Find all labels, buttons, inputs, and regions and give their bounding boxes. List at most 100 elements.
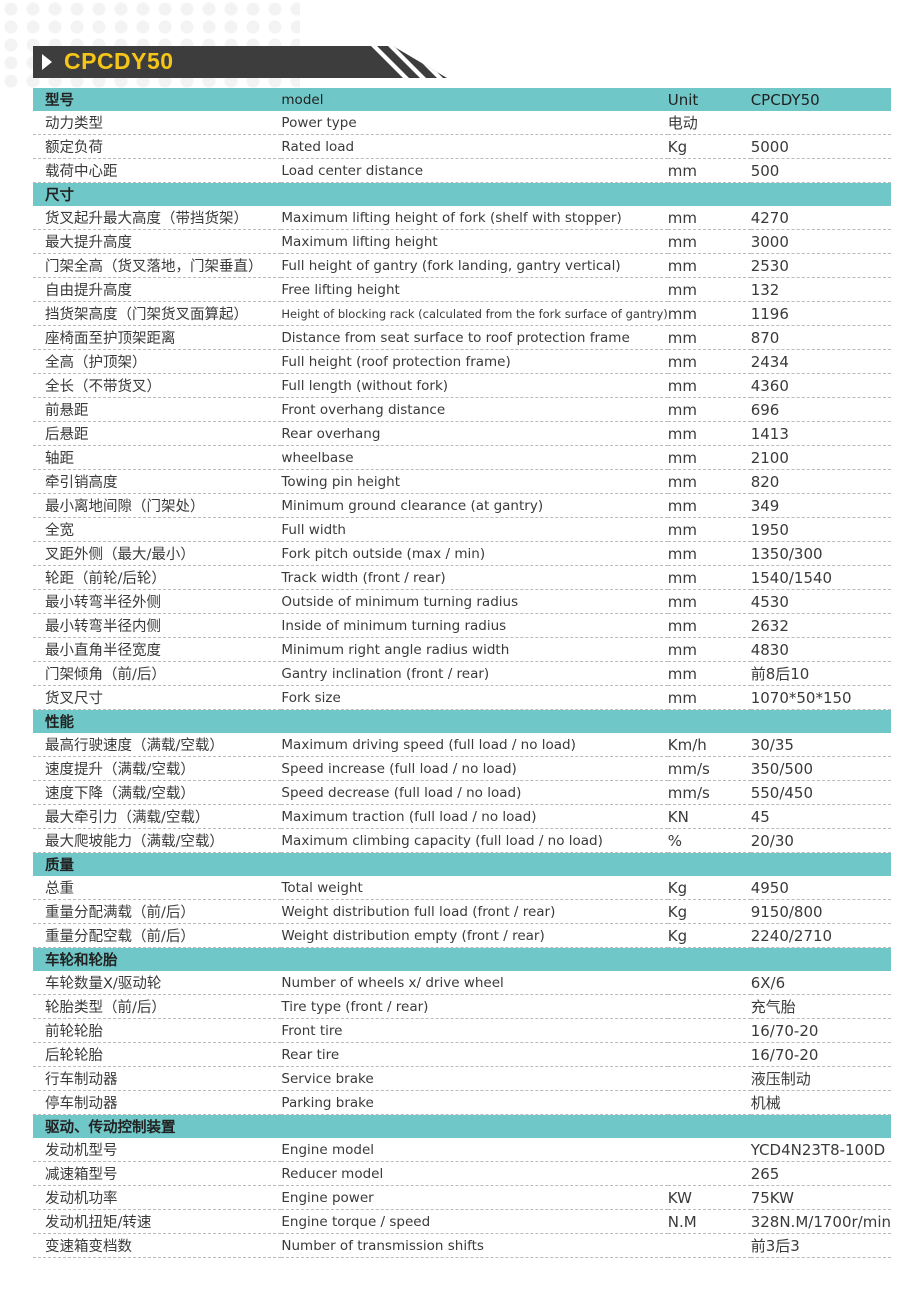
label-en: Parking brake (281, 1090, 668, 1115)
label-cn: 发动机扭矩/转速 (33, 1209, 282, 1234)
value: 350/500 (750, 756, 891, 781)
value: 4270 (750, 206, 891, 230)
label-en: Reducer model (281, 1161, 668, 1186)
label-cn: 最大爬坡能力（满载/空载） (33, 828, 282, 853)
value: 1070*50*150 (750, 685, 891, 710)
value: 870 (750, 325, 891, 350)
table-row: 货叉尺寸 Fork size mm 1070*50*150 (33, 685, 891, 710)
unit: mm (667, 253, 751, 278)
value: 20/30 (750, 828, 891, 853)
table-row: 货叉起升最大高度（带挡货架） Maximum lifting height of … (33, 206, 891, 230)
value: CPCDY50 (750, 88, 891, 111)
table-row: 停车制动器 Parking brake 机械 (33, 1090, 891, 1115)
label-en: Speed increase (full load / no load) (281, 756, 668, 781)
unit: mm (667, 661, 751, 686)
table-row: 轴距 wheelbase mm 2100 (33, 445, 891, 470)
label-en: Front overhang distance (281, 397, 668, 422)
unit: % (667, 828, 751, 853)
label-cn: 全高（护顶架） (33, 349, 282, 374)
label-en: Fork size (281, 685, 668, 710)
value: 4360 (750, 373, 891, 398)
table-row: 座椅面至护顶架距离 Distance from seat surface to r… (33, 325, 891, 350)
unit: mm (667, 445, 751, 470)
label-cn: 挡货架高度（门架货叉面算起） (33, 301, 282, 326)
table-row: 自由提升高度 Free lifting height mm 132 (33, 277, 891, 302)
label-cn: 货叉起升最大高度（带挡货架） (33, 206, 282, 230)
value: 550/450 (750, 780, 891, 805)
table-row: 门架倾角（前/后） Gantry inclination (front / rea… (33, 661, 891, 686)
value: 45 (750, 804, 891, 829)
value: 75KW (750, 1185, 891, 1210)
label-en: Full width (281, 517, 668, 542)
label-en: wheelbase (281, 445, 668, 470)
label-cn: 减速箱型号 (33, 1161, 282, 1186)
value: 2240/2710 (750, 923, 891, 948)
label-en: Free lifting height (281, 277, 668, 302)
unit (667, 709, 751, 733)
label-en: Fork pitch outside (max / min) (281, 541, 668, 566)
unit: mm (667, 685, 751, 710)
label-cn: 载荷中心距 (33, 158, 282, 183)
value: 2632 (750, 613, 891, 638)
value: 30/35 (750, 733, 891, 757)
value: 2100 (750, 445, 891, 470)
value: 696 (750, 397, 891, 422)
unit: Kg (667, 923, 751, 948)
value: 500 (750, 158, 891, 183)
unit: mm (667, 325, 751, 350)
label-en: Rear tire (281, 1042, 668, 1067)
label-cn: 重量分配空载（前/后） (33, 923, 282, 948)
title-banner: CPCDY50 (33, 46, 447, 78)
label-cn: 动力类型 (33, 111, 282, 135)
label-cn: 发动机型号 (33, 1138, 282, 1162)
label-cn: 最小转弯半径外侧 (33, 589, 282, 614)
unit: mm (667, 565, 751, 590)
label-cn: 驱动、传动控制装置 (33, 1114, 282, 1138)
label-cn: 速度下降（满载/空载） (33, 780, 282, 805)
value: 820 (750, 469, 891, 494)
label-en: Power type (281, 111, 668, 135)
label-en (281, 709, 668, 733)
unit (667, 947, 751, 971)
label-cn: 行车制动器 (33, 1066, 282, 1091)
label-cn: 质量 (33, 852, 282, 876)
label-en: Inside of minimum turning radius (281, 613, 668, 638)
unit (667, 1018, 751, 1043)
unit (667, 182, 751, 206)
value (750, 947, 891, 971)
label-cn: 座椅面至护顶架距离 (33, 325, 282, 350)
label-cn: 最大提升高度 (33, 229, 282, 254)
label-en: Outside of minimum turning radius (281, 589, 668, 614)
unit: mm (667, 637, 751, 662)
table-row: 变速箱变档数 Number of transmission shifts 前3后3 (33, 1233, 891, 1258)
unit: mm (667, 541, 751, 566)
label-en: Engine model (281, 1138, 668, 1162)
label-en: Maximum climbing capacity (full load / n… (281, 828, 668, 853)
unit (667, 994, 751, 1019)
unit: Unit (667, 88, 751, 111)
table-row: 发动机型号 Engine model YCD4N23T8-100D (33, 1138, 891, 1162)
value: 1950 (750, 517, 891, 542)
label-cn: 轴距 (33, 445, 282, 470)
label-en: Gantry inclination (front / rear) (281, 661, 668, 686)
table-row: 车轮数量X/驱动轮 Number of wheels x/ drive wheel… (33, 971, 891, 995)
label-en: Full length (without fork) (281, 373, 668, 398)
label-cn: 货叉尺寸 (33, 685, 282, 710)
value: 16/70-20 (750, 1042, 891, 1067)
table-row: 总重 Total weight Kg 4950 (33, 876, 891, 900)
section-header: 型号 model Unit CPCDY50 (33, 88, 891, 111)
unit: KN (667, 804, 751, 829)
label-cn: 前悬距 (33, 397, 282, 422)
label-cn: 最小转弯半径内侧 (33, 613, 282, 638)
label-en: Minimum right angle radius width (281, 637, 668, 662)
table-row: 最小离地间隙（门架处） Minimum ground clearance (at … (33, 493, 891, 518)
label-cn: 轮胎类型（前/后） (33, 994, 282, 1019)
label-en (281, 1114, 668, 1138)
label-en: Maximum traction (full load / no load) (281, 804, 668, 829)
unit: mm (667, 373, 751, 398)
label-en: Number of wheels x/ drive wheel (281, 971, 668, 995)
label-en (281, 182, 668, 206)
value: 328N.M/1700r/min (750, 1209, 891, 1234)
label-en: Engine torque / speed (281, 1209, 668, 1234)
unit: mm/s (667, 756, 751, 781)
